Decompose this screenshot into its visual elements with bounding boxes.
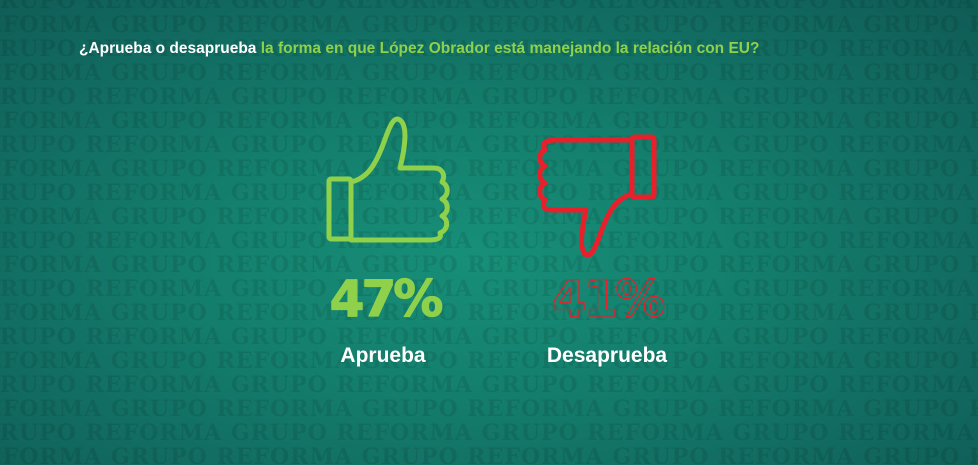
question-body: la forma en que López Obrador está manej…	[260, 40, 760, 57]
disapprove-category-label: Desaprueba	[547, 344, 668, 367]
question-lead: ¿Aprueba o desaprueba	[79, 40, 257, 57]
disapprove-value-label: 41%	[552, 270, 665, 328]
thumbs-up-icon	[326, 116, 450, 243]
thumbs-down-icon	[537, 134, 657, 258]
survey-question: ¿Aprueba o desaprueba la forma en que Ló…	[79, 40, 759, 58]
approve-category-label: Aprueba	[340, 344, 426, 367]
approve-value-label: 47%	[330, 270, 443, 328]
